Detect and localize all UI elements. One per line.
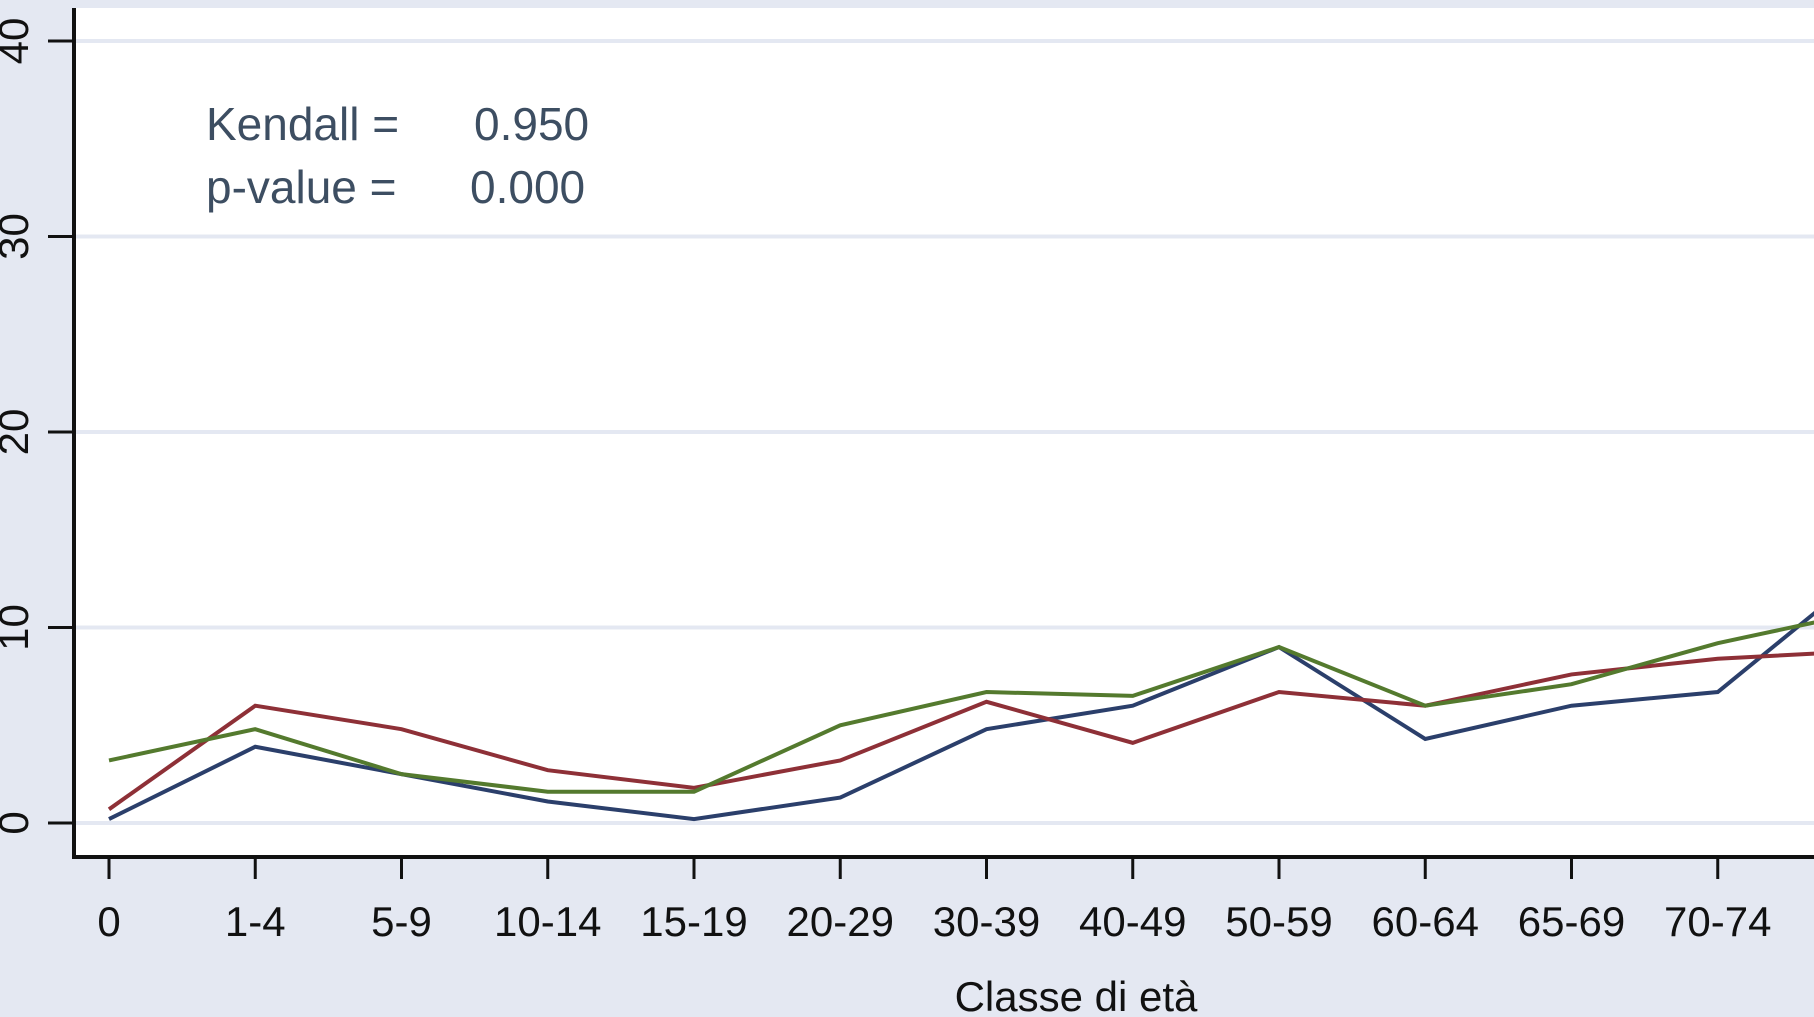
x-axis-ticks: 0 1-4 5-9 10-14 15-19 20-29 30-39 40-49 50-59 60-…	[97, 857, 1771, 945]
x-axis-title: Classe di età	[955, 973, 1198, 1017]
x-tick-label: 60-64	[1372, 898, 1479, 945]
x-tick-label: 70-74	[1664, 898, 1771, 945]
x-tick-label: 65-69	[1518, 898, 1625, 945]
x-tick-label: 30-39	[933, 898, 1040, 945]
x-tick-label: 1-4	[225, 898, 286, 945]
x-tick-label: 40-49	[1079, 898, 1186, 945]
x-tick-label: 50-59	[1225, 898, 1332, 945]
gridlines	[74, 39, 1814, 825]
kendall-label: Kendall =	[206, 98, 399, 150]
y-tick-label: 40	[0, 18, 37, 65]
p-value-value: 0.000	[470, 161, 585, 213]
series-line-3	[108, 620, 1814, 794]
kendall-value: 0.950	[474, 98, 589, 150]
series-lines	[107, 610, 1814, 822]
x-tick-label: 5-9	[371, 898, 432, 945]
x-tick-label: 15-19	[640, 898, 747, 945]
x-tick-label: 10-14	[494, 898, 601, 945]
x-tick-label: 0	[97, 898, 120, 945]
y-tick-label: 0	[0, 811, 37, 834]
y-tick-label: 20	[0, 409, 37, 456]
p-value-label: p-value =	[206, 161, 397, 213]
y-axis-ticks: 0 10 20 30 40	[0, 18, 74, 835]
series-line-2	[107, 651, 1814, 811]
y-tick-label: 10	[0, 604, 37, 651]
y-tick-label: 30	[0, 213, 37, 260]
x-tick-label: 20-29	[787, 898, 894, 945]
